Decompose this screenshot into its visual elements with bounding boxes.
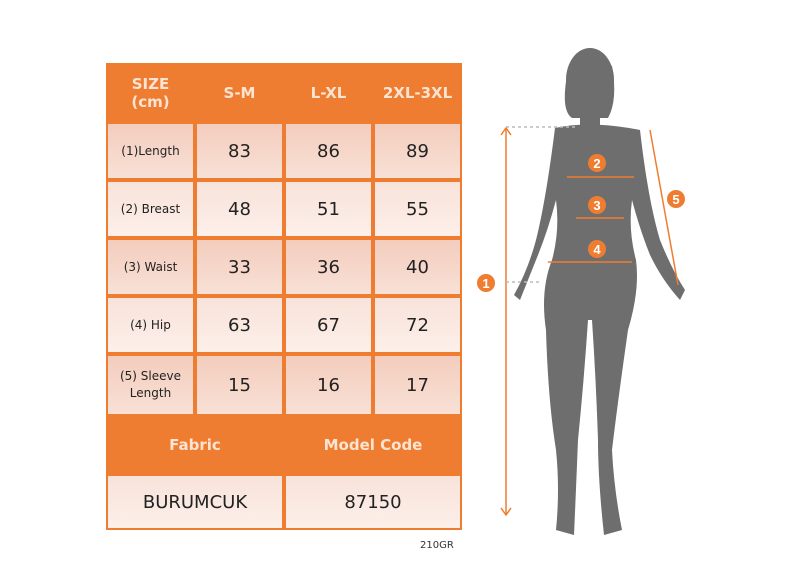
measurement-value: 51 bbox=[286, 182, 371, 236]
measurement-value: 83 bbox=[197, 124, 282, 178]
measurement-value: 55 bbox=[375, 182, 460, 236]
fabric-header: Fabric bbox=[169, 436, 221, 454]
measurement-value: 63 bbox=[197, 298, 282, 352]
measurement-value: 15 bbox=[197, 356, 282, 414]
row-label: (3) Waist bbox=[108, 240, 193, 294]
measurement-value: 40 bbox=[375, 240, 460, 294]
size-header: SIZE (cm) bbox=[131, 74, 170, 111]
measurement-value: 89 bbox=[375, 124, 460, 178]
model-code-header: Model Code bbox=[323, 436, 423, 454]
size-column-header: S-M bbox=[223, 83, 256, 102]
size-column-header: L-XL bbox=[310, 83, 347, 102]
size-column-header: 2XL-3XL bbox=[382, 83, 453, 102]
marker-4: 4 bbox=[593, 242, 601, 257]
size-chart-table: SIZE (cm) S-M L-XL 2XL-3XL (1)Length 83 86 89 (2… bbox=[106, 63, 462, 530]
measurement-value: 17 bbox=[375, 356, 460, 414]
measurement-value: 67 bbox=[286, 298, 371, 352]
woman-silhouette-icon bbox=[514, 48, 685, 535]
fabric-value: BURUMCUK bbox=[108, 476, 282, 528]
marker-3: 3 bbox=[593, 198, 600, 213]
measurement-value: 86 bbox=[286, 124, 371, 178]
marker-5: 5 bbox=[672, 192, 679, 207]
row-label: (1)Length bbox=[108, 124, 193, 178]
row-label: (4) Hip bbox=[108, 298, 193, 352]
measurement-value: 36 bbox=[286, 240, 371, 294]
measurement-value: 48 bbox=[197, 182, 282, 236]
measurement-value: 16 bbox=[286, 356, 371, 414]
measurement-value: 72 bbox=[375, 298, 460, 352]
marker-2: 2 bbox=[593, 156, 600, 171]
row-label: (5) Sleeve Length bbox=[108, 356, 193, 414]
measurement-value: 33 bbox=[197, 240, 282, 294]
row-label: (2) Breast bbox=[108, 182, 193, 236]
product-code: 210GR bbox=[420, 540, 454, 551]
model-code-value: 87150 bbox=[286, 476, 460, 528]
marker-1: 1 bbox=[482, 276, 489, 291]
